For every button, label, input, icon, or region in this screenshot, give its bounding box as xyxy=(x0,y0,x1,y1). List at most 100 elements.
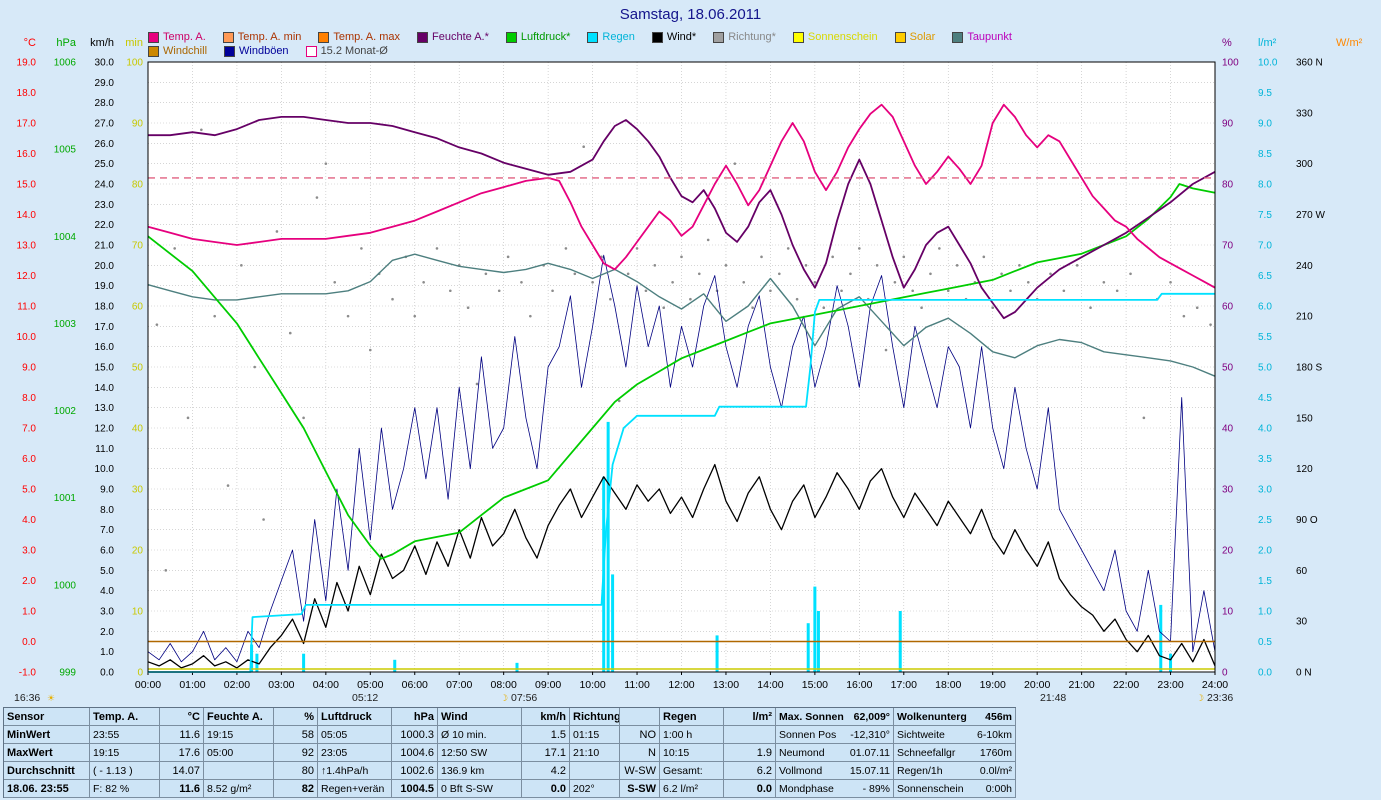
table-sub-cell: Gesamt: xyxy=(660,762,724,780)
scatter-dot xyxy=(778,272,781,276)
axis-tick-label: 2.0 xyxy=(100,627,114,638)
series-windb-en xyxy=(147,254,1216,663)
scatter-dot xyxy=(391,297,394,301)
scatter-dot xyxy=(226,484,230,487)
legend-label: Wind* xyxy=(666,31,697,43)
axis-tick-label: 1.0 xyxy=(100,647,114,658)
axis-tick-label: -1.0 xyxy=(19,668,37,679)
plot-border xyxy=(147,61,1216,673)
scatter-dot xyxy=(884,348,888,352)
legend-item-temp-a: Temp. A. xyxy=(148,31,206,43)
axis-tick-label: 240 xyxy=(1296,261,1313,272)
weather-chart-svg: 19.0 18.0 17.0 16.0 15.0 14.0 13.0 12.0 11.0 10.0… xyxy=(14,37,1363,704)
table-sub-cell: 0 Bft S-SW xyxy=(438,780,522,798)
astro-time-16-36: 16:36 ☀ xyxy=(14,692,55,704)
astro-time-07-56: ☽ 07:56 xyxy=(500,692,537,704)
legend-label: Temp. A. min xyxy=(237,31,302,43)
scatter-dot xyxy=(662,306,666,309)
axis-tick-label: 9.0 xyxy=(1258,119,1272,130)
legend-label: Windchill xyxy=(163,45,208,57)
legend-item-windb-en: Windböen xyxy=(224,45,289,57)
axis-tick-label: 10.0 xyxy=(95,464,115,475)
table-value-cell: S-SW xyxy=(620,780,660,798)
scatter-dot xyxy=(982,255,986,259)
series-taupunkt xyxy=(147,253,1216,377)
table-header-unit: hPa xyxy=(392,708,438,726)
axis-tick-label: 40 xyxy=(1222,424,1234,435)
legend-swatch-icon xyxy=(417,31,429,43)
info-value: 62,009° xyxy=(853,710,890,723)
moon-icon: ☽ xyxy=(1196,693,1204,703)
info-label: Regen/1h xyxy=(897,764,943,777)
scatter-dot xyxy=(893,280,897,284)
scatter-dot xyxy=(551,289,554,293)
axis-tick-label: 10 xyxy=(1222,607,1234,618)
scatter-dot xyxy=(929,272,932,276)
legend-item-regen: Regen xyxy=(587,31,635,43)
table-value-cell: 1004.6 xyxy=(392,744,438,762)
scatter-dot xyxy=(938,247,941,250)
scatter-dot xyxy=(155,323,159,326)
scatter-dot xyxy=(1182,314,1186,318)
axis-tick-label: 6.5 xyxy=(1258,271,1272,282)
scatter-dot xyxy=(609,297,612,301)
legend-swatch-icon xyxy=(222,31,234,43)
axis-tick-label: 180 S xyxy=(1296,363,1322,374)
axis-unit-km-h: km/h xyxy=(90,37,114,49)
table-info-cell: Sonnenschein 0:00h xyxy=(894,780,1016,798)
axis-tick-label: 10.0 xyxy=(17,332,37,343)
scatter-dot xyxy=(1009,289,1012,293)
scatter-dot xyxy=(288,331,292,335)
scatter-dot xyxy=(186,416,190,420)
axis-unit-w-m: W/m² xyxy=(1336,37,1363,49)
scatter-dot xyxy=(635,247,639,250)
scatter-dot xyxy=(1000,272,1003,276)
legend-swatch-icon xyxy=(792,31,804,43)
legend-swatch-icon xyxy=(305,45,317,57)
x-tick-label: 00:00 xyxy=(135,679,161,691)
axis-tick-label: 360 N xyxy=(1296,58,1323,69)
axis-tick-label: 2.0 xyxy=(22,576,36,587)
axis-tick-label: 2.0 xyxy=(1258,546,1272,557)
table-row-label-durchschnitt: Durchschnitt xyxy=(4,762,90,780)
table-sub-cell: 23:55 xyxy=(90,726,160,744)
scatter-dot xyxy=(991,306,995,309)
x-tick-label: 19:00 xyxy=(980,679,1006,691)
axis-tick-label: 210 xyxy=(1296,312,1313,323)
x-tick-label: 21:00 xyxy=(1068,679,1094,691)
x-axis-labels: 00:00 01:00 02:00 03:00 04:00 05:00 06:00 07:00… xyxy=(135,672,1228,691)
table-info-cell: Neumond 01.07.11 xyxy=(776,744,894,762)
table-value-cell: 1000.3 xyxy=(392,726,438,744)
axis-tick-label: 0.0 xyxy=(100,668,114,679)
x-tick-label: 14:00 xyxy=(757,679,783,691)
axis-tick-label: 1004 xyxy=(54,232,77,243)
axis-tick-label: 20.0 xyxy=(95,261,115,272)
axis-tick-label: 10.0 xyxy=(1258,58,1278,69)
table-sub-cell: 21:10 xyxy=(570,744,620,762)
series-path xyxy=(148,116,1216,320)
x-tick-label: 06:00 xyxy=(402,679,428,691)
table-sub-cell: 05:00 xyxy=(204,744,274,762)
table-row-label-minwert: MinWert xyxy=(4,726,90,744)
astro-time-23-36: ☽ 23:36 xyxy=(1196,692,1233,704)
legend-swatch-icon xyxy=(713,31,725,43)
axis-tick-label: 330 xyxy=(1296,108,1313,119)
rain-bar xyxy=(715,635,719,672)
x-tick-label: 02:00 xyxy=(224,679,250,691)
legend-item-15-2-monat: 15.2 Monat-Ø xyxy=(305,45,388,57)
scatter-dot xyxy=(262,518,265,521)
table-header-unit: km/h xyxy=(522,708,570,726)
table-sub-cell: Regen+verän xyxy=(318,780,392,798)
axis-tick-label: 15.0 xyxy=(95,363,115,374)
rain-bar xyxy=(1159,604,1163,672)
scatter-dot xyxy=(1209,323,1212,326)
table-row-label-18-06-23-55: 18.06. 23:55 xyxy=(4,780,90,798)
axis-tick-label: 4.0 xyxy=(22,515,36,526)
axis-tick-label: 17.0 xyxy=(17,119,37,130)
legend-label: Temp. A. xyxy=(163,31,206,43)
legend-swatch-icon xyxy=(148,45,159,57)
axis-tick-label: 6.0 xyxy=(22,454,36,465)
axis-tick-label: 20 xyxy=(1222,546,1234,557)
series-path xyxy=(147,253,1216,377)
